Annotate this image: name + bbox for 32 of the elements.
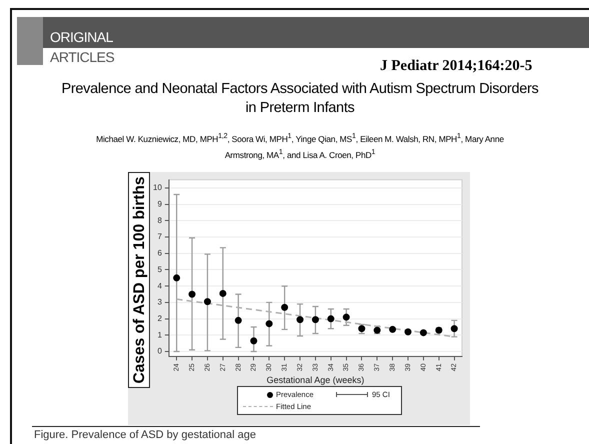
y-tick-label: 7 bbox=[157, 232, 162, 242]
text: Michael W. Kuzniewicz, MD, MPH$^{1,2}$, Soora Wi, MPH$^{1}$, Yinge Qian, MS$^{1}$, Eileen M. Walsh, RN, MPH$^{1}$, Mary Anne Armstrong, MA$^{1}$, and Lisa A. Croen, PhD$^{1}$ bbox=[96, 132, 504, 160]
y-tick-label: 8 bbox=[157, 216, 162, 225]
point bbox=[281, 304, 288, 311]
y-tick-label: 5 bbox=[157, 264, 162, 274]
point bbox=[250, 337, 258, 344]
y-tick-label: 1 bbox=[157, 330, 162, 340]
point bbox=[266, 320, 273, 328]
y-tick-label: 6 bbox=[157, 248, 162, 258]
y-tick-label: 3 bbox=[157, 298, 162, 307]
y-tick-label: 4 bbox=[157, 281, 162, 290]
text: ARTICLES bbox=[50, 49, 114, 65]
chart-title: Prevalence and Neonatal Factors Associated with Autism Spectrum Disorders in Preterm Infants bbox=[60, 80, 540, 118]
point bbox=[188, 290, 196, 298]
x-axis-title: Gestational Age (weeks) bbox=[266, 375, 364, 386]
text: ORIGINAL bbox=[50, 29, 113, 45]
point bbox=[219, 290, 226, 297]
point bbox=[312, 316, 319, 324]
point bbox=[327, 315, 334, 322]
y-tick-label: 9 bbox=[157, 200, 162, 209]
y-tick-label: 2 bbox=[157, 314, 162, 324]
text: Figure. Prevalence of ASD by gestational age bbox=[34, 429, 256, 441]
y-tick-label: 10 bbox=[152, 183, 162, 192]
point bbox=[204, 298, 211, 306]
point bbox=[173, 274, 180, 282]
text: J Pediatr 2014;164:20-5 bbox=[380, 58, 532, 75]
point bbox=[296, 316, 304, 324]
y-tick-label: 0 bbox=[157, 346, 162, 356]
y-axis-title: Cases of ASD per 100 births bbox=[130, 173, 150, 387]
point bbox=[450, 325, 458, 332]
point bbox=[234, 316, 242, 324]
point bbox=[342, 314, 350, 321]
